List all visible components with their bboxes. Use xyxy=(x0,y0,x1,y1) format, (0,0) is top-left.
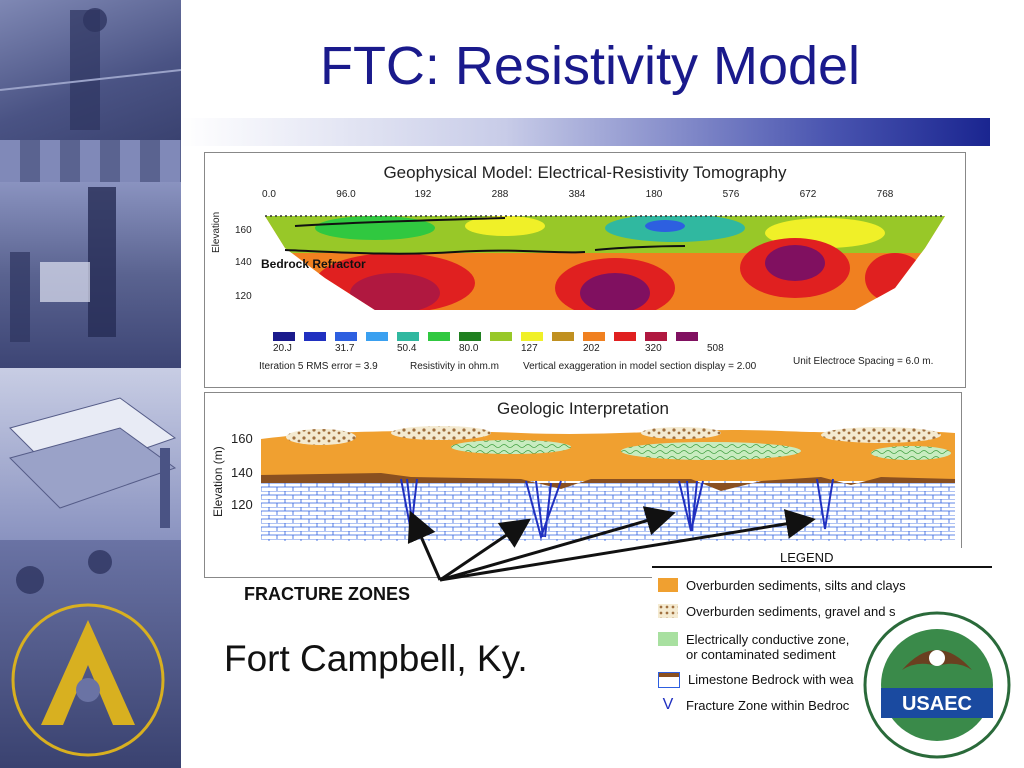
ert-panel: Geophysical Model: Electrical-Resistivit… xyxy=(204,152,966,388)
ert-x-tick: 768 xyxy=(876,189,894,200)
ert-x-tick: 0.0 xyxy=(262,189,276,200)
geo-y-tick: 120 xyxy=(231,497,253,512)
electrode-spacing: Unit Electroce Spacing = 6.0 m. xyxy=(793,356,934,367)
scale-swatch xyxy=(397,332,419,341)
scale-swatch xyxy=(335,332,357,341)
ert-y-tick: 160 xyxy=(235,225,252,236)
scale-swatch xyxy=(552,332,574,341)
scale-label: 20.J xyxy=(273,343,292,354)
scale-label: 31.7 xyxy=(335,343,355,354)
3d-model-figure xyxy=(9,397,177,528)
scale-swatch xyxy=(645,332,667,341)
brick-swatch-icon xyxy=(658,672,680,688)
orange-swatch-icon xyxy=(658,578,678,592)
legend-item-overburden-silt: Overburden sediments, silts and clays xyxy=(658,578,906,593)
ert-x-tick: 672 xyxy=(799,189,817,200)
ert-x-tick: 180 xyxy=(645,189,663,200)
fracture-arrows xyxy=(407,506,816,582)
scale-swatch xyxy=(676,332,698,341)
drill-rig-figure xyxy=(10,187,116,342)
legend-item-conductive-zone: Electrically conductive zone, or contami… xyxy=(658,632,849,662)
photo-drill-rig xyxy=(0,182,181,368)
legend-item-limestone: Limestone Bedrock with wea xyxy=(658,672,853,688)
gravel-swatch-icon xyxy=(658,604,678,618)
ert-elevation-label: Elevation xyxy=(211,211,222,253)
ert-title: Geophysical Model: Electrical-Resistivit… xyxy=(383,163,787,182)
photo-field-survey xyxy=(0,0,181,140)
iteration-rms: Iteration 5 RMS error = 3.9 xyxy=(259,361,378,372)
scale-swatch xyxy=(273,332,295,341)
fracture-v-icon: V xyxy=(662,696,674,713)
argonne-logo xyxy=(11,550,165,757)
usaec-text: USAEC xyxy=(902,693,972,715)
wavy-swatch-icon xyxy=(658,632,678,646)
photo-workers xyxy=(0,540,181,768)
photo-texture-band xyxy=(0,140,181,182)
usaec-seal-logo: USAEC xyxy=(863,611,1011,759)
slide-title: FTC: Resistivity Model xyxy=(319,36,861,96)
bedrock-refractor-label: Bedrock Refractor xyxy=(261,257,366,271)
photo-3d-model xyxy=(0,368,181,540)
scale-swatch xyxy=(490,332,512,341)
geo-title: Geologic Interpretation xyxy=(497,399,669,418)
scale-swatch xyxy=(521,332,543,341)
scale-label: 320 xyxy=(645,343,662,354)
ert-x-tick: 288 xyxy=(491,189,509,200)
legend-title: LEGEND xyxy=(780,550,834,565)
scale-swatch xyxy=(366,332,388,341)
ert-y-tick: 140 xyxy=(235,257,252,268)
scale-swatch xyxy=(614,332,636,341)
resistivity-unit: Resistivity in ohm.m xyxy=(410,361,499,372)
scale-swatch xyxy=(428,332,450,341)
scale-swatch xyxy=(459,332,481,341)
scale-swatch xyxy=(583,332,605,341)
field-worker-figure xyxy=(0,8,181,130)
scale-label: 80.0 xyxy=(459,343,479,354)
geo-y-tick: 140 xyxy=(231,465,253,480)
title-underline-bar xyxy=(181,118,990,146)
ert-y-tick: 120 xyxy=(235,291,252,302)
ert-section xyxy=(265,215,945,310)
vertical-exaggeration: Vertical exaggeration in model section d… xyxy=(523,361,757,372)
ert-x-tick: 96.0 xyxy=(336,189,356,200)
scale-swatch xyxy=(304,332,326,341)
ert-x-tick: 384 xyxy=(568,189,586,200)
geo-y-tick: 160 xyxy=(231,431,253,446)
legend-item-overburden-gravel: Overburden sediments, gravel and s xyxy=(658,604,896,619)
geo-elevation-label: Elevation (m) xyxy=(211,446,225,517)
fracture-zones-label: FRACTURE ZONES xyxy=(244,584,410,604)
geo-panel: Geologic Interpretation Elevation (m) 16… xyxy=(204,392,962,578)
location-text: Fort Campbell, Ky. xyxy=(224,638,528,679)
ert-x-tick: 576 xyxy=(722,189,740,200)
sidebar-photo-strip xyxy=(0,0,181,768)
legend-item-fracture: V Fracture Zone within Bedroc xyxy=(658,696,850,714)
scale-label: 508 xyxy=(707,343,724,354)
ert-x-tick: 192 xyxy=(414,189,432,200)
scale-label: 50.4 xyxy=(397,343,417,354)
scale-label: 127 xyxy=(521,343,538,354)
legend-divider xyxy=(652,566,992,568)
scale-label: 202 xyxy=(583,343,600,354)
